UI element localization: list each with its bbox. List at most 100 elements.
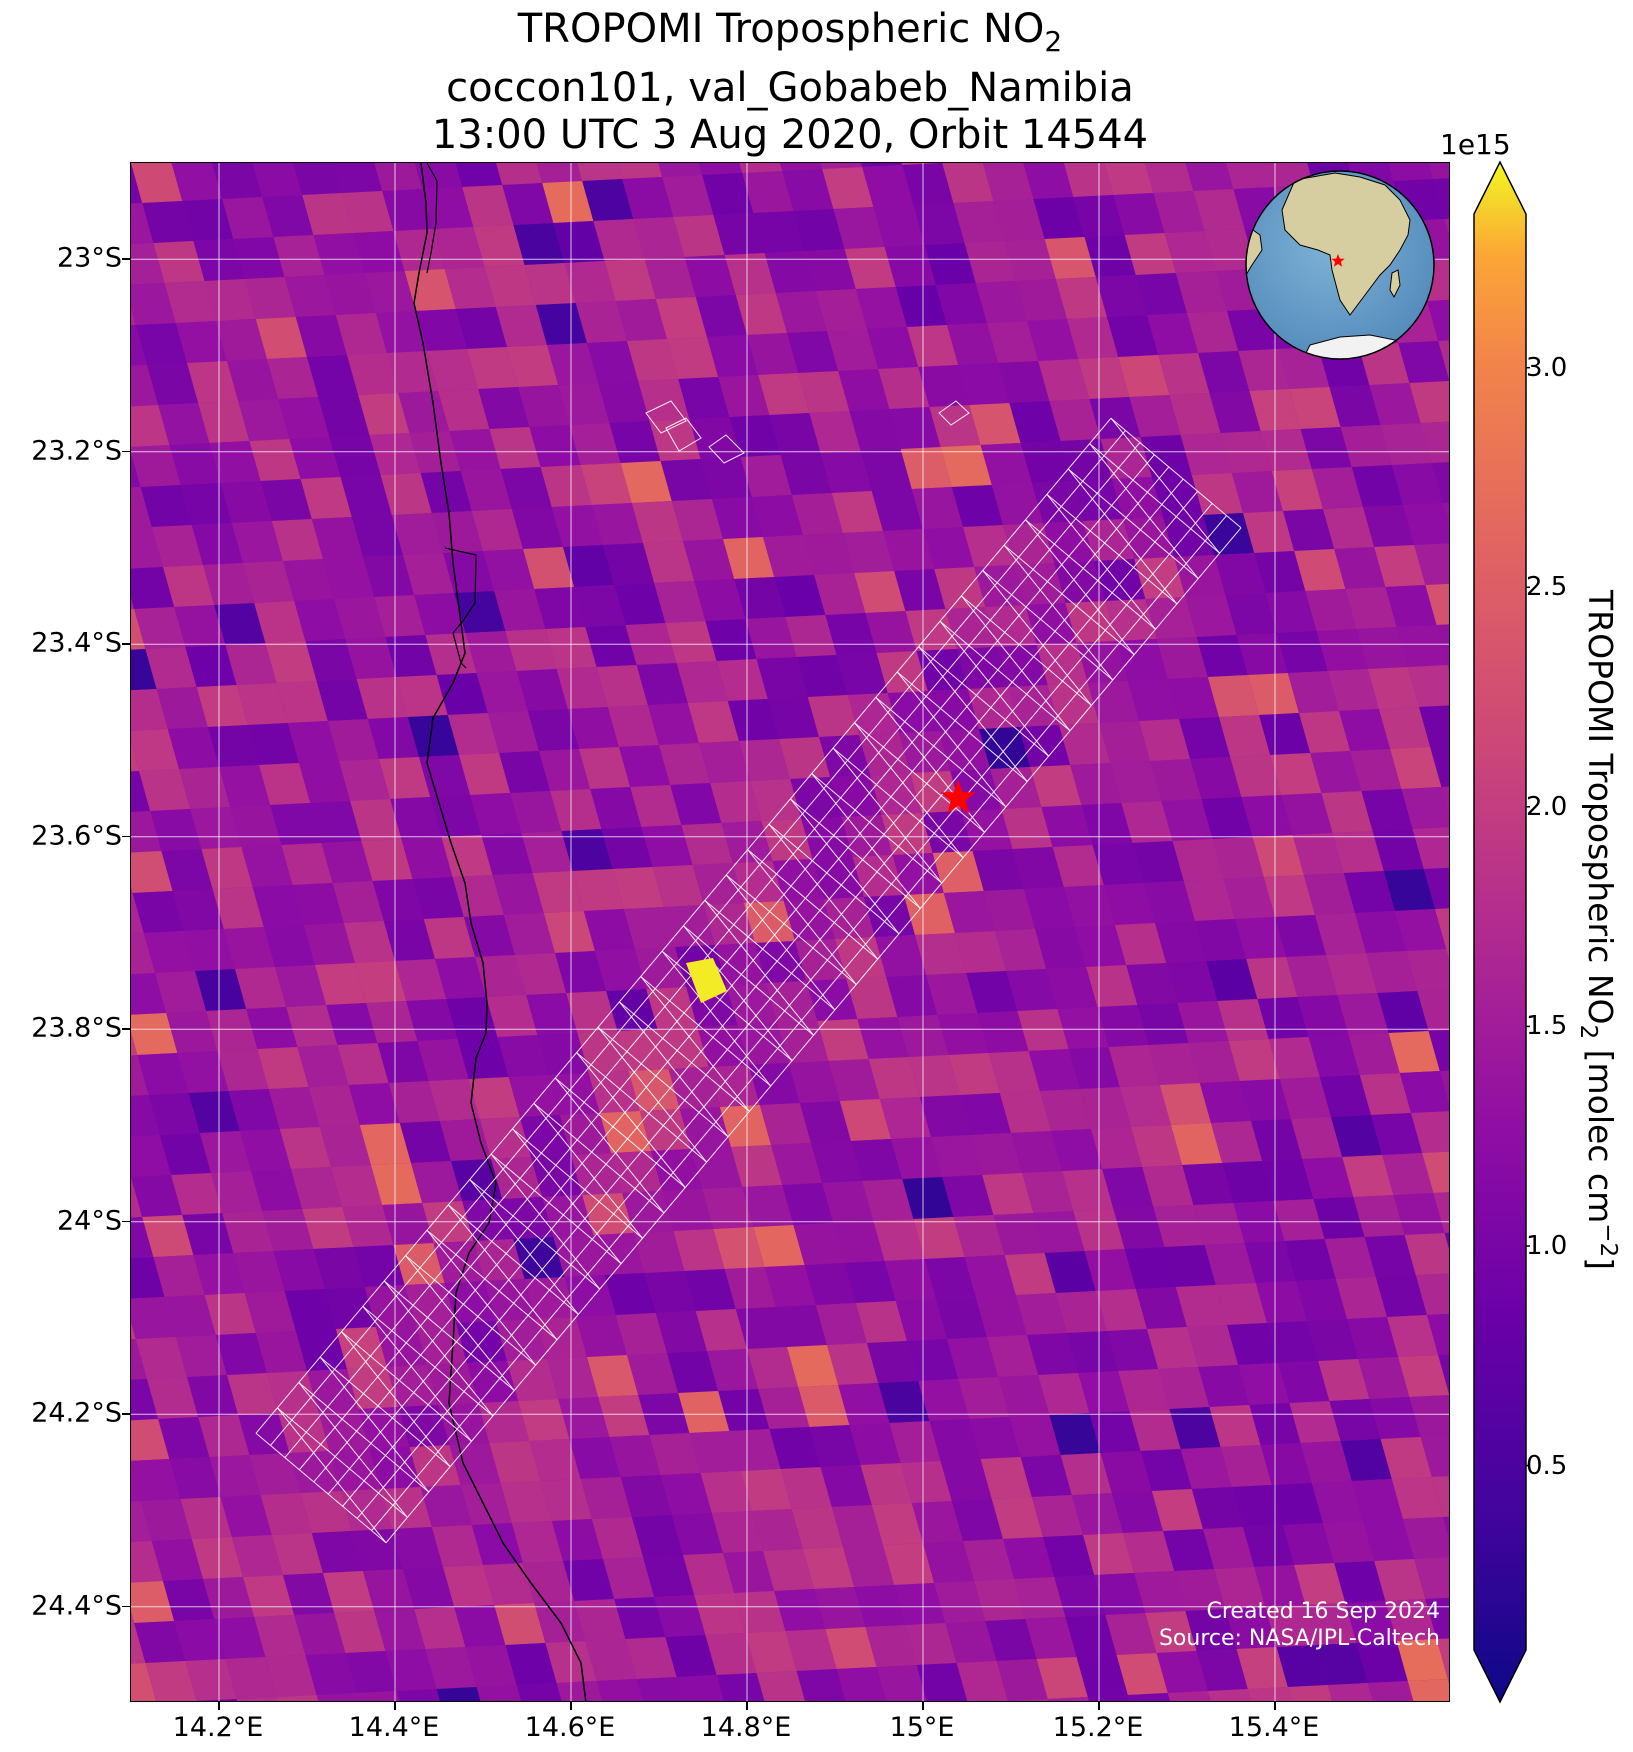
no2-pixel bbox=[599, 1111, 651, 1153]
no2-pixel bbox=[295, 315, 347, 357]
no2-pixel bbox=[603, 543, 655, 585]
no2-pixel bbox=[569, 423, 621, 465]
no2-pixel bbox=[1015, 1293, 1067, 1335]
no2-pixel bbox=[198, 1415, 250, 1457]
footprint-edge bbox=[832, 747, 964, 859]
no2-pixel bbox=[433, 227, 485, 269]
no2-pixel bbox=[1129, 1409, 1181, 1451]
no2-pixel bbox=[311, 517, 363, 559]
no2-pixel bbox=[166, 1011, 218, 1053]
footprint-edge bbox=[725, 874, 857, 985]
no2-pixel bbox=[291, 1167, 343, 1209]
no2-pixel bbox=[140, 485, 192, 527]
no2-pixel bbox=[1043, 521, 1095, 563]
no2-pixel bbox=[1071, 1493, 1123, 1535]
no2-pixel bbox=[1407, 665, 1449, 707]
no2-pixel bbox=[495, 305, 547, 347]
no2-pixel bbox=[577, 163, 623, 181]
no2-pixel bbox=[172, 889, 224, 931]
no2-pixel bbox=[831, 491, 883, 533]
no2-pixel bbox=[698, 163, 743, 175]
no2-pixel bbox=[339, 759, 391, 801]
no2-pixel bbox=[1139, 719, 1191, 761]
no2-pixel bbox=[553, 221, 605, 263]
no2-pixel bbox=[1329, 1399, 1381, 1441]
no2-pixel bbox=[187, 1375, 239, 1417]
no2-pixel bbox=[537, 1033, 589, 1075]
no2-pixel bbox=[1108, 1045, 1160, 1087]
no2-pixel bbox=[969, 403, 1021, 445]
no2-pixel bbox=[1327, 1683, 1373, 1701]
footprint-edge bbox=[961, 595, 1092, 706]
no2-pixel bbox=[875, 935, 927, 977]
no2-pixel bbox=[1323, 507, 1375, 549]
no2-pixel bbox=[391, 513, 443, 555]
no2-pixel bbox=[916, 1663, 968, 1701]
no2-pixel bbox=[215, 1333, 267, 1375]
no2-pixel bbox=[943, 891, 995, 933]
no2-pixel bbox=[1092, 843, 1144, 885]
coastline bbox=[413, 163, 587, 1701]
no2-pixel bbox=[676, 661, 728, 703]
y-tick-mark bbox=[122, 450, 130, 453]
no2-pixel bbox=[1371, 1113, 1423, 1155]
no2-pixel bbox=[777, 1021, 829, 1063]
no2-pixel bbox=[131, 163, 183, 203]
no2-pixel bbox=[1009, 1415, 1061, 1457]
no2-pixel bbox=[668, 1067, 720, 1109]
footprint-edge bbox=[469, 1179, 601, 1290]
x-tick-label: 15.2°E bbox=[1052, 1712, 1144, 1743]
no2-pixel bbox=[305, 1653, 357, 1695]
no2-pixel bbox=[159, 1133, 211, 1175]
no2-pixel bbox=[142, 1215, 194, 1257]
no2-pixel bbox=[940, 445, 992, 487]
no2-pixel bbox=[934, 1581, 986, 1623]
no2-pixel bbox=[265, 1655, 317, 1697]
no2-pixel bbox=[385, 1649, 437, 1691]
no2-pixel bbox=[1347, 1317, 1399, 1359]
no2-pixel bbox=[1214, 1567, 1266, 1609]
no2-pixel bbox=[153, 1255, 205, 1297]
no2-pixel bbox=[735, 293, 787, 335]
no2-pixel bbox=[1388, 163, 1434, 181]
no2-pixel bbox=[1145, 1611, 1197, 1653]
no2-pixel bbox=[534, 587, 586, 629]
no2-pixel bbox=[1075, 925, 1127, 967]
no2-pixel bbox=[212, 887, 264, 929]
no2-pixel bbox=[694, 1593, 746, 1635]
no2-pixel bbox=[131, 811, 162, 853]
no2-pixel bbox=[535, 1317, 587, 1359]
footprint-edge bbox=[576, 1052, 707, 1163]
no2-pixel bbox=[1113, 193, 1165, 235]
no2-pixel bbox=[1051, 1129, 1103, 1171]
no2-pixel bbox=[963, 1539, 1015, 1581]
no2-pixel bbox=[836, 653, 888, 695]
no2-pixel bbox=[540, 1479, 592, 1521]
no2-pixel bbox=[158, 403, 210, 445]
no2-pixel bbox=[756, 657, 808, 699]
no2-pixel bbox=[535, 303, 587, 345]
title-line-1: TROPOMI Tropospheric NO2 bbox=[517, 6, 1063, 58]
no2-pixel bbox=[161, 849, 213, 891]
no2-pixel bbox=[503, 913, 555, 955]
no2-pixel bbox=[476, 1685, 522, 1701]
no2-pixel bbox=[822, 167, 874, 209]
no2-pixel bbox=[628, 1069, 680, 1111]
no2-pixel bbox=[658, 163, 703, 177]
no2-pixel-grid bbox=[131, 163, 1449, 1701]
no2-pixel bbox=[390, 797, 442, 839]
no2-pixel bbox=[131, 1321, 136, 1340]
no2-pixel bbox=[1036, 1657, 1088, 1699]
no2-pixel bbox=[1238, 1363, 1290, 1405]
no2-pixel bbox=[892, 853, 944, 895]
no2-pixel bbox=[644, 1271, 696, 1313]
no2-pixel bbox=[849, 1423, 901, 1465]
no2-pixel bbox=[260, 1493, 312, 1535]
no2-pixel bbox=[187, 361, 239, 403]
no2-pixel bbox=[1057, 1007, 1109, 1049]
no2-pixel bbox=[486, 995, 538, 1037]
no2-pixel bbox=[1179, 717, 1231, 759]
no2-pixel bbox=[1137, 1003, 1189, 1045]
no2-pixel bbox=[333, 163, 383, 193]
no2-pixel bbox=[723, 1551, 775, 1593]
